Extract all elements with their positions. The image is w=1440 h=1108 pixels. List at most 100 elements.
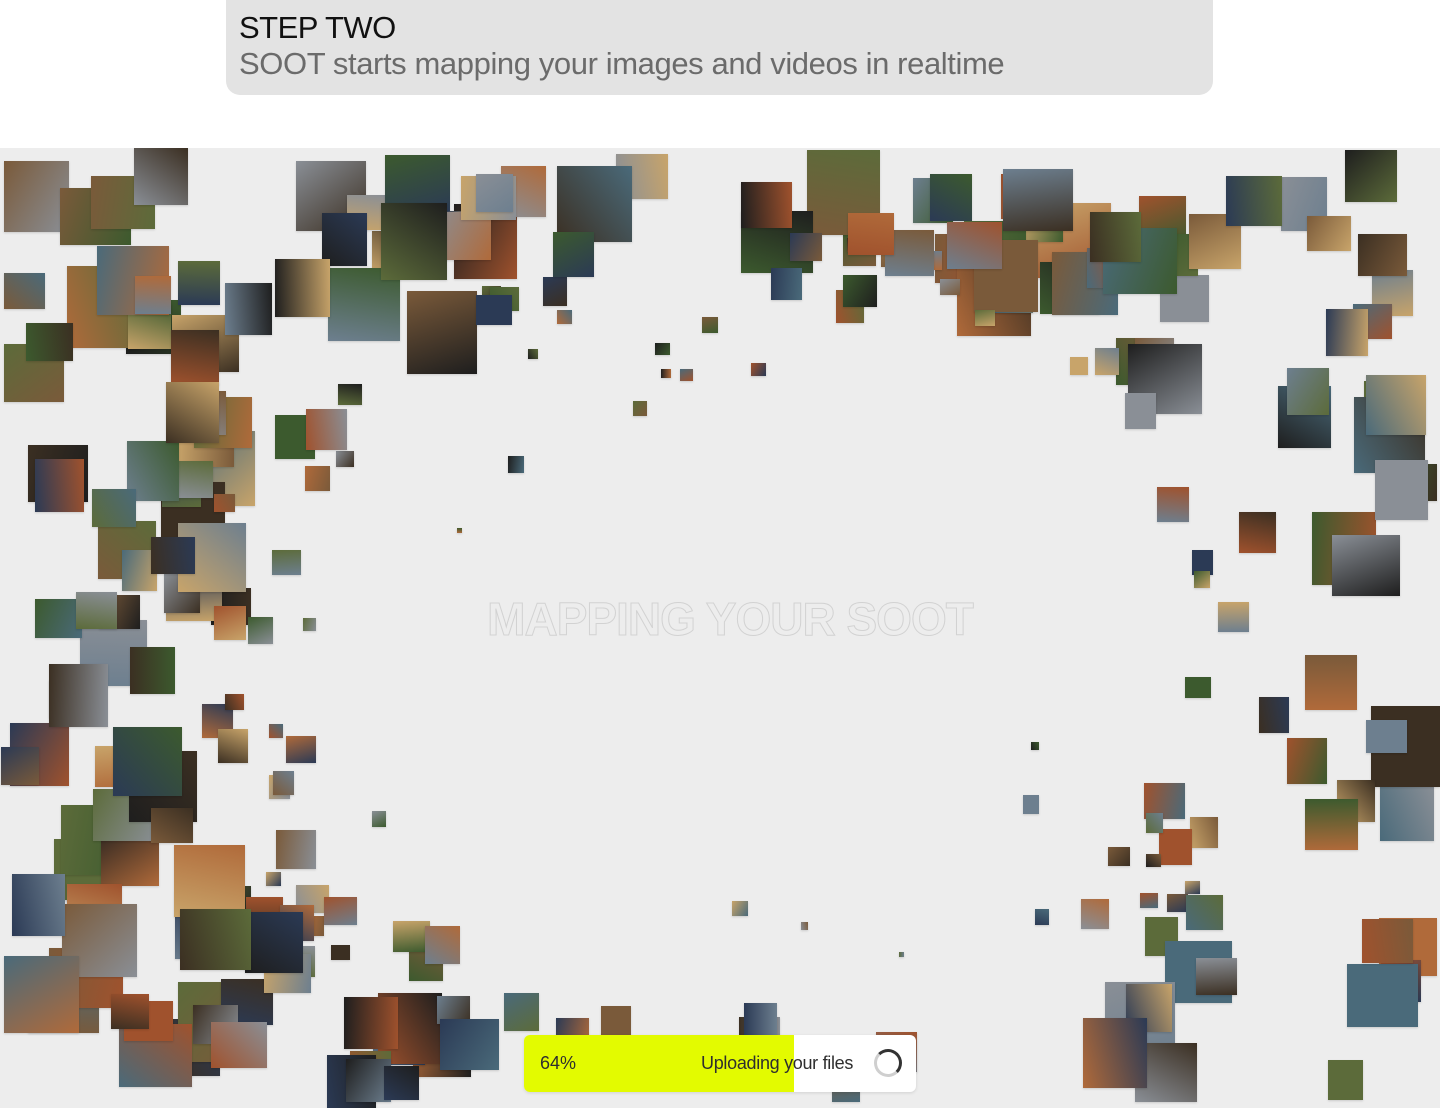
- image-thumbnail[interactable]: [35, 459, 84, 512]
- image-thumbnail[interactable]: [211, 1022, 267, 1068]
- image-thumbnail[interactable]: [324, 897, 357, 925]
- image-thumbnail[interactable]: [425, 926, 460, 964]
- image-thumbnail[interactable]: [1307, 216, 1351, 251]
- image-thumbnail[interactable]: [305, 466, 330, 491]
- image-thumbnail[interactable]: [476, 174, 513, 212]
- image-thumbnail[interactable]: [322, 213, 367, 266]
- image-thumbnail[interactable]: [1332, 535, 1400, 596]
- image-thumbnail[interactable]: [407, 291, 477, 374]
- image-thumbnail[interactable]: [1003, 169, 1073, 231]
- image-thumbnail[interactable]: [771, 268, 802, 300]
- image-thumbnail[interactable]: [1194, 571, 1210, 588]
- image-thumbnail[interactable]: [12, 874, 65, 936]
- image-thumbnail[interactable]: [372, 811, 386, 827]
- image-thumbnail[interactable]: [633, 401, 647, 416]
- image-thumbnail[interactable]: [328, 268, 400, 341]
- image-thumbnail[interactable]: [528, 349, 538, 359]
- image-thumbnail[interactable]: [1347, 964, 1418, 1027]
- image-thumbnail[interactable]: [225, 694, 244, 710]
- image-thumbnail[interactable]: [1305, 655, 1357, 710]
- image-thumbnail[interactable]: [848, 213, 894, 255]
- image-thumbnail[interactable]: [26, 323, 73, 361]
- image-thumbnail[interactable]: [732, 901, 748, 916]
- image-thumbnail[interactable]: [1362, 919, 1413, 963]
- image-thumbnail[interactable]: [790, 233, 822, 261]
- image-thumbnail[interactable]: [111, 994, 149, 1029]
- image-thumbnail[interactable]: [49, 664, 108, 727]
- image-thumbnail[interactable]: [1185, 677, 1211, 698]
- image-thumbnail[interactable]: [751, 363, 766, 376]
- image-thumbnail[interactable]: [1326, 309, 1368, 356]
- image-thumbnail[interactable]: [680, 369, 693, 381]
- image-thumbnail[interactable]: [1287, 368, 1329, 415]
- image-thumbnail[interactable]: [1366, 720, 1407, 753]
- image-thumbnail[interactable]: [601, 1006, 631, 1036]
- image-thumbnail[interactable]: [975, 310, 995, 326]
- image-thumbnail[interactable]: [286, 736, 316, 763]
- image-thumbnail[interactable]: [218, 729, 248, 763]
- image-thumbnail[interactable]: [4, 161, 69, 232]
- image-thumbnail[interactable]: [248, 617, 273, 644]
- image-thumbnail[interactable]: [180, 909, 251, 970]
- image-thumbnail[interactable]: [1125, 393, 1156, 429]
- image-thumbnail[interactable]: [1146, 813, 1163, 833]
- image-thumbnail[interactable]: [843, 275, 877, 307]
- image-thumbnail[interactable]: [1226, 176, 1282, 226]
- image-thumbnail[interactable]: [225, 283, 272, 335]
- image-thumbnail[interactable]: [801, 922, 808, 930]
- image-thumbnail[interactable]: [151, 808, 193, 843]
- image-thumbnail[interactable]: [744, 1003, 777, 1036]
- image-map-canvas[interactable]: MAPPING YOUR SOOT: [0, 148, 1440, 1108]
- image-thumbnail[interactable]: [1159, 829, 1192, 865]
- image-thumbnail[interactable]: [331, 945, 350, 960]
- image-thumbnail[interactable]: [661, 369, 671, 378]
- image-thumbnail[interactable]: [1358, 234, 1407, 276]
- image-thumbnail[interactable]: [1081, 899, 1109, 929]
- image-thumbnail[interactable]: [557, 310, 572, 324]
- image-thumbnail[interactable]: [930, 174, 972, 221]
- image-thumbnail[interactable]: [1259, 697, 1289, 733]
- image-thumbnail[interactable]: [1287, 738, 1327, 784]
- image-thumbnail[interactable]: [702, 317, 718, 333]
- image-thumbnail[interactable]: [393, 921, 430, 952]
- image-thumbnail[interactable]: [899, 952, 904, 957]
- image-thumbnail[interactable]: [543, 277, 567, 306]
- image-thumbnail[interactable]: [1305, 799, 1358, 850]
- image-thumbnail[interactable]: [1380, 785, 1434, 841]
- image-thumbnail[interactable]: [1375, 460, 1428, 520]
- image-thumbnail[interactable]: [1, 747, 39, 785]
- image-thumbnail[interactable]: [1345, 150, 1397, 202]
- image-thumbnail[interactable]: [35, 599, 82, 638]
- image-thumbnail[interactable]: [76, 592, 117, 629]
- image-thumbnail[interactable]: [134, 148, 188, 205]
- image-thumbnail[interactable]: [1146, 854, 1161, 867]
- image-thumbnail[interactable]: [4, 956, 79, 1033]
- image-thumbnail[interactable]: [1140, 893, 1158, 908]
- image-thumbnail[interactable]: [338, 384, 362, 405]
- image-thumbnail[interactable]: [1090, 212, 1141, 262]
- image-thumbnail[interactable]: [346, 1059, 391, 1102]
- image-thumbnail[interactable]: [272, 550, 301, 575]
- image-thumbnail[interactable]: [476, 295, 512, 325]
- image-thumbnail[interactable]: [1366, 375, 1426, 435]
- image-thumbnail[interactable]: [276, 830, 316, 869]
- image-thumbnail[interactable]: [344, 997, 398, 1049]
- image-thumbnail[interactable]: [171, 330, 219, 385]
- image-thumbnail[interactable]: [1239, 512, 1276, 553]
- image-thumbnail[interactable]: [1196, 958, 1237, 995]
- image-thumbnail[interactable]: [947, 222, 1002, 269]
- image-thumbnail[interactable]: [266, 872, 281, 886]
- image-thumbnail[interactable]: [940, 279, 960, 295]
- image-thumbnail[interactable]: [306, 409, 347, 450]
- image-thumbnail[interactable]: [151, 537, 195, 574]
- image-thumbnail[interactable]: [553, 232, 594, 277]
- image-thumbnail[interactable]: [130, 647, 175, 694]
- image-thumbnail[interactable]: [1218, 602, 1249, 632]
- image-thumbnail[interactable]: [303, 618, 316, 631]
- image-thumbnail[interactable]: [1035, 909, 1049, 925]
- image-thumbnail[interactable]: [655, 343, 670, 355]
- image-thumbnail[interactable]: [4, 273, 45, 309]
- image-thumbnail[interactable]: [174, 845, 245, 917]
- image-thumbnail[interactable]: [92, 489, 136, 527]
- image-thumbnail[interactable]: [381, 203, 447, 280]
